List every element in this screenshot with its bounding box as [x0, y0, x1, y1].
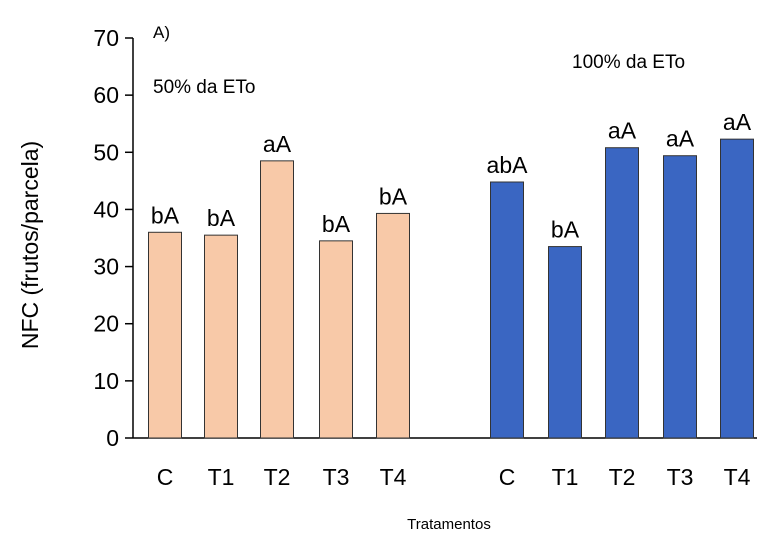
- y-tick-label-6: 60: [93, 82, 119, 108]
- y-tick-label-4: 40: [93, 196, 119, 222]
- bar-0-3: [319, 240, 353, 439]
- bar-0-1: [204, 234, 238, 439]
- y-tick-label-0: 0: [106, 425, 119, 451]
- category-label-0-3: T3: [323, 464, 350, 490]
- category-label-1-1: T1: [552, 464, 579, 490]
- bar-label-0-1: bA: [207, 205, 236, 231]
- y-axis-label: NFC (frutos/parcela): [17, 141, 43, 349]
- bar-1-0: [490, 181, 524, 439]
- group-annotation-50: 50% da ETo: [153, 77, 255, 98]
- bar-labels: bA bA aA bA bA abA bA aA aA aA: [151, 109, 752, 242]
- category-label-0-2: T2: [264, 464, 291, 490]
- bar-label-1-4: aA: [723, 109, 752, 135]
- bar-1-1: [548, 246, 582, 439]
- category-label-1-3: T3: [667, 464, 694, 490]
- category-label-0-0: C: [157, 464, 174, 490]
- y-ticks: 0 10 20 30 40 50 60 70: [93, 25, 133, 451]
- bar-label-1-2: aA: [608, 118, 637, 144]
- y-tick-label-1: 10: [93, 368, 119, 394]
- y-tick-label-3: 30: [93, 254, 119, 280]
- bar-0-4: [376, 212, 410, 439]
- category-label-1-0: C: [499, 464, 516, 490]
- y-tick-label-5: 50: [93, 139, 119, 165]
- bar-label-0-3: bA: [322, 211, 351, 237]
- category-label-1-2: T2: [609, 464, 636, 490]
- category-label-1-4: T4: [724, 464, 751, 490]
- bar-label-1-3: aA: [666, 126, 695, 152]
- bar-label-1-0: abA: [487, 152, 529, 178]
- category-label-0-1: T1: [208, 464, 235, 490]
- group-annotation-100: 100% da ETo: [572, 52, 685, 73]
- category-label-0-4: T4: [380, 464, 407, 490]
- bar-label-0-2: aA: [263, 131, 292, 157]
- bar-0-2: [260, 160, 294, 439]
- category-labels: C T1 T2 T3 T4 C T1 T2 T3 T4: [157, 464, 751, 490]
- panel-tag: A): [153, 23, 170, 42]
- bar-1-2: [605, 147, 639, 439]
- y-tick-label-7: 70: [93, 25, 119, 51]
- bar-label-0-4: bA: [379, 183, 408, 209]
- y-tick-label-2: 20: [93, 311, 119, 337]
- bar-0-0: [148, 231, 182, 439]
- x-axis-label: Tratamentos: [407, 516, 491, 533]
- bar-label-1-1: bA: [551, 217, 580, 243]
- bar-label-0-0: bA: [151, 202, 180, 228]
- bar-1-3: [663, 155, 697, 439]
- bars: [148, 138, 754, 439]
- bar-1-4: [720, 138, 754, 439]
